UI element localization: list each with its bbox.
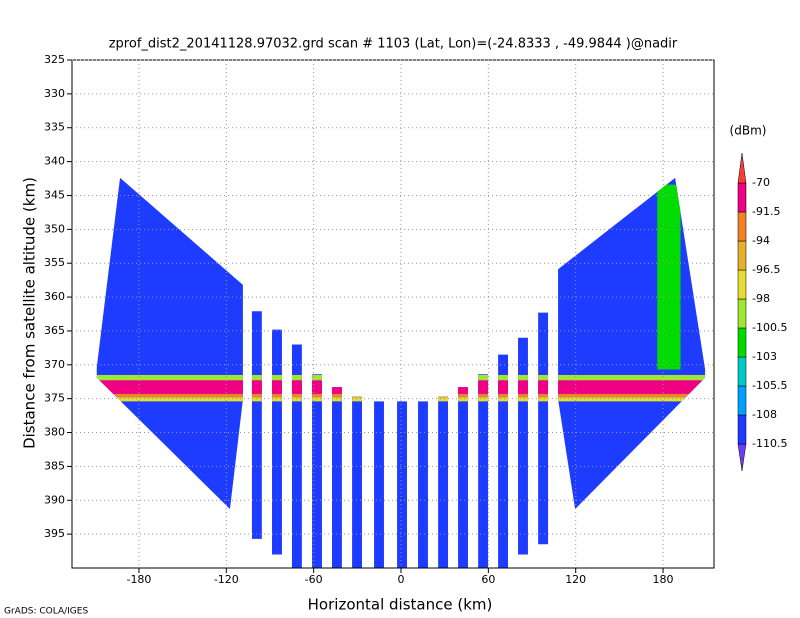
field-band bbox=[96, 380, 706, 394]
chart-title: zprof_dist2_20141128.97032.grd scan # 11… bbox=[109, 37, 678, 52]
colorbar-label: -100.5 bbox=[752, 321, 787, 334]
colorbar-label: -110.5 bbox=[752, 437, 787, 450]
field-region bbox=[418, 401, 428, 568]
x-tick-label: 60 bbox=[481, 573, 495, 586]
y-axis-label: Distance from satellite altitude (km) bbox=[21, 177, 39, 449]
y-tick-label: 385 bbox=[44, 459, 65, 472]
y-tick-label: 375 bbox=[44, 392, 65, 405]
colorbar-segment bbox=[737, 414, 747, 445]
plot-frame bbox=[71, 59, 715, 569]
y-tick-label: 335 bbox=[44, 121, 65, 134]
x-tick-label: 180 bbox=[653, 573, 674, 586]
footer: GrADS: COLA/IGES bbox=[4, 607, 88, 617]
field-band bbox=[96, 374, 706, 381]
colorbar-label: -98 bbox=[752, 292, 770, 305]
field-region bbox=[538, 312, 549, 545]
y-tick-label: 370 bbox=[44, 358, 65, 371]
field-region bbox=[438, 396, 449, 568]
y-tick-label: 355 bbox=[44, 256, 65, 269]
colorbar-segment bbox=[737, 182, 747, 213]
colorbar-unit: (dBm) bbox=[730, 124, 767, 138]
field-region bbox=[272, 329, 282, 555]
y-tick-label: 325 bbox=[44, 53, 65, 66]
colorbar-label: -91.5 bbox=[752, 205, 780, 218]
colorbar-segment bbox=[737, 269, 747, 300]
field-region bbox=[352, 396, 362, 568]
colorbar-segment bbox=[737, 211, 747, 242]
x-tick-label: -180 bbox=[126, 573, 151, 586]
colorbar-segment bbox=[737, 327, 747, 358]
x-tick-label: 120 bbox=[565, 573, 586, 586]
colorbar-high bbox=[737, 152, 747, 184]
field-band bbox=[657, 184, 681, 370]
y-tick-label: 345 bbox=[44, 188, 65, 201]
field-region bbox=[251, 311, 262, 539]
x-tick-label: -60 bbox=[305, 573, 323, 586]
colorbar-label: -108 bbox=[752, 408, 777, 421]
field-region bbox=[498, 354, 509, 568]
field-region bbox=[478, 374, 489, 568]
colorbar-label: -105.5 bbox=[752, 379, 787, 392]
colorbar-label: -103 bbox=[752, 350, 777, 363]
field-region bbox=[374, 401, 384, 568]
field-region bbox=[332, 387, 342, 568]
colorbar-segment bbox=[737, 298, 747, 329]
colorbar-label: -70 bbox=[752, 176, 770, 189]
field-region bbox=[397, 401, 407, 568]
field-region bbox=[518, 337, 528, 555]
x-tick-label: 0 bbox=[398, 573, 405, 586]
y-tick-label: 395 bbox=[44, 527, 65, 540]
y-tick-label: 330 bbox=[44, 87, 65, 100]
y-tick-label: 390 bbox=[44, 493, 65, 506]
axes: -180 -120 -60 0 60 120 180 325 330 335 340 345 350 35… bbox=[44, 53, 715, 586]
colorbar-segment bbox=[737, 385, 747, 416]
x-axis-label: Horizontal distance (km) bbox=[308, 596, 493, 614]
y-tick-label: 350 bbox=[44, 222, 65, 235]
y-tick-label: 360 bbox=[44, 290, 65, 303]
field-region bbox=[96, 177, 243, 510]
colorbar-label: -96.5 bbox=[752, 263, 780, 276]
x-tick-label: -120 bbox=[214, 573, 239, 586]
y-tick-label: 380 bbox=[44, 426, 65, 439]
colorbar-segment bbox=[737, 240, 747, 271]
colorbar-low bbox=[737, 443, 747, 472]
colorbar-segment bbox=[737, 356, 747, 387]
field-region bbox=[312, 374, 322, 568]
field-region bbox=[558, 177, 706, 510]
y-tick-label: 365 bbox=[44, 324, 65, 337]
field-region bbox=[458, 387, 468, 568]
y-tick-label: 340 bbox=[44, 155, 65, 168]
colorbar-label: -94 bbox=[752, 234, 770, 247]
